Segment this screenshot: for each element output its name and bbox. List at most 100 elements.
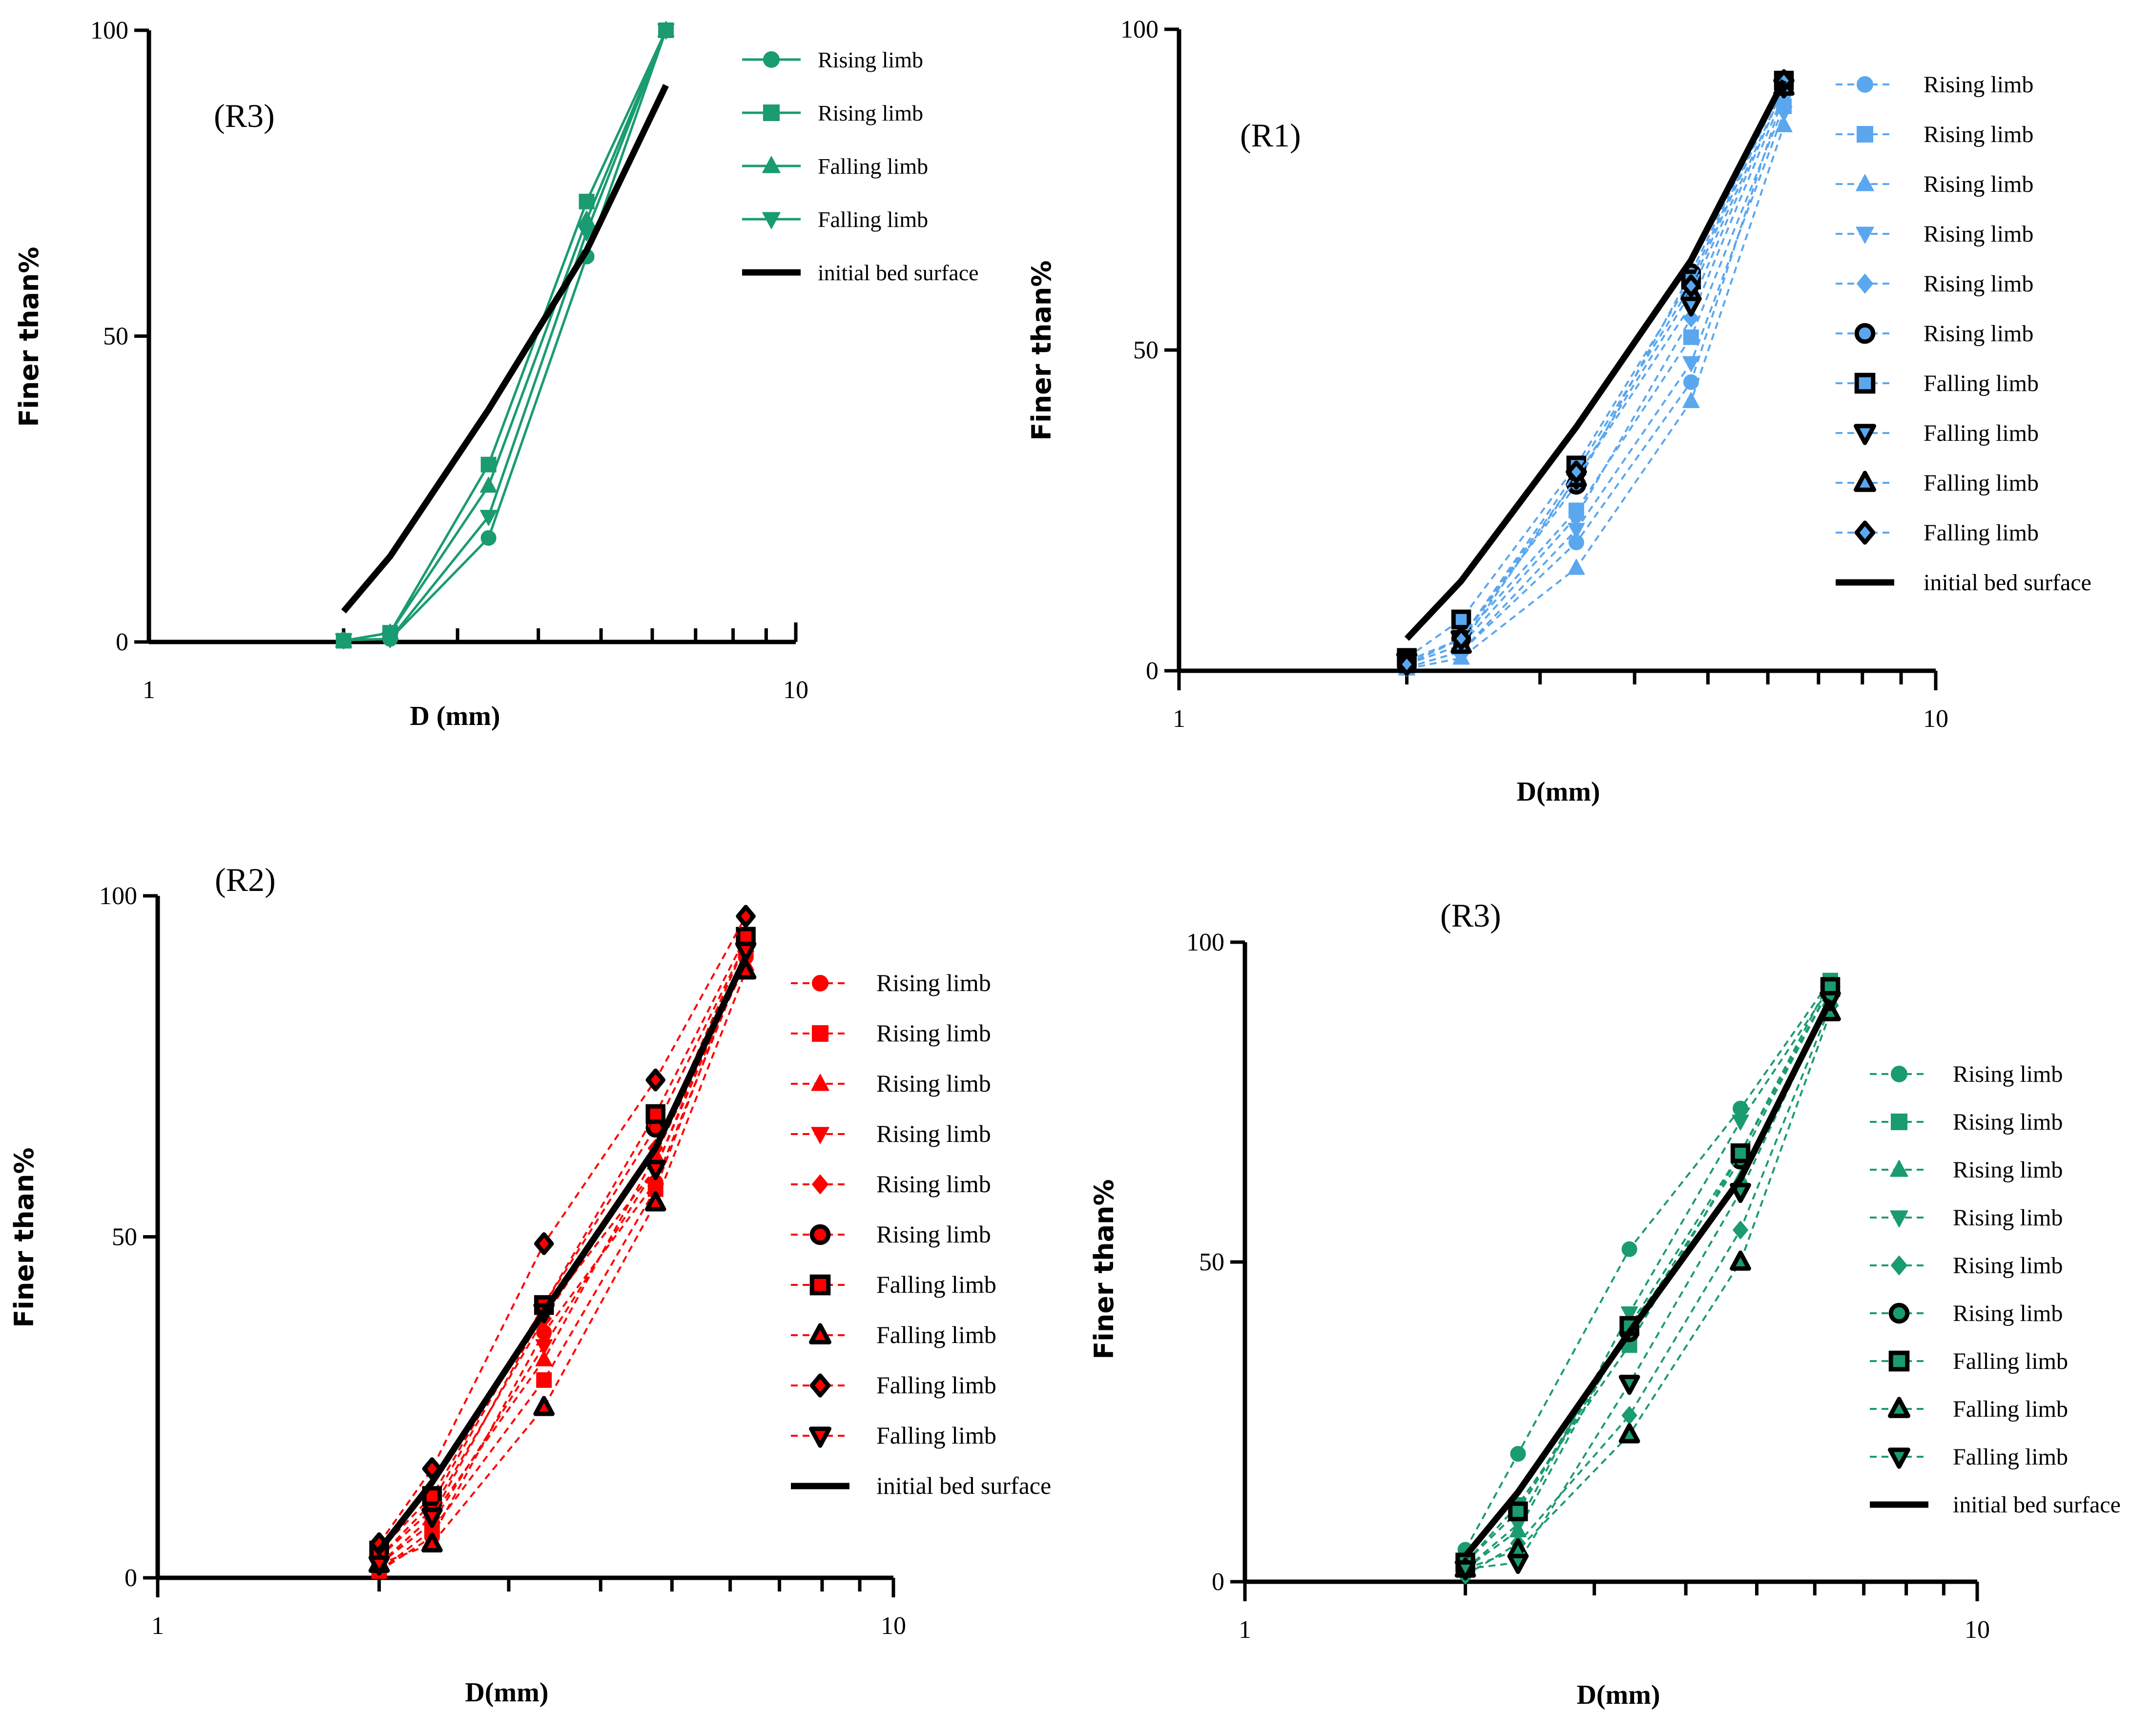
legend-marker <box>1891 1066 1907 1082</box>
legend-label: Falling limb <box>876 1371 996 1399</box>
legend-label: initial bed surface <box>876 1472 1051 1499</box>
series-3 <box>335 23 675 650</box>
data-point <box>1683 309 1699 328</box>
data-point <box>368 1555 390 1576</box>
legend-marker <box>1891 1114 1907 1130</box>
legend-marker <box>812 975 828 992</box>
legend-marker <box>1857 76 1873 93</box>
series-7 <box>1454 1001 1841 1578</box>
x-tick-label: 10 <box>783 676 808 704</box>
y-axis-title: Finer than% <box>1026 260 1057 440</box>
legend-marker <box>1857 126 1873 143</box>
series-6 <box>1397 70 1794 668</box>
legend-label: Falling limb <box>1924 371 2039 396</box>
data-point <box>645 1104 666 1124</box>
data-point <box>1510 1446 1526 1462</box>
legend-label: Falling limb <box>818 207 928 232</box>
panel-title: (R3) <box>214 97 275 134</box>
legend-label: Falling limb <box>876 1321 996 1348</box>
legend-marker <box>1891 1255 1907 1276</box>
legend-marker <box>762 156 781 173</box>
data-point <box>1681 274 1701 297</box>
x-axis-title: D(mm) <box>1576 1680 1660 1710</box>
legend-label: Falling limb <box>876 1422 996 1449</box>
legend-label: Rising limb <box>1953 1157 2063 1183</box>
series-line <box>1465 980 1831 1564</box>
series-8 <box>369 905 756 1555</box>
legend-label: Rising limb <box>876 969 991 996</box>
y-tick-label: 100 <box>99 882 137 910</box>
panel-r3-top: 0 50 100 1 10 (R3) D (mm) Finer than% Rising lim… <box>14 17 979 731</box>
legend-marker <box>1888 1447 1910 1469</box>
data-point <box>1621 1241 1637 1257</box>
series-0 <box>335 22 674 648</box>
legend-label: Rising limb <box>818 101 923 125</box>
legend-marker <box>809 1274 831 1296</box>
series-6 <box>1455 977 1841 1572</box>
panel-title: (R3) <box>1440 897 1501 934</box>
legend-marker <box>812 1025 828 1042</box>
data-point <box>421 1532 443 1553</box>
series-7 <box>368 959 757 1573</box>
legend: Rising limb Rising limb Rising limb Rising … <box>791 969 1051 1499</box>
data-point <box>736 905 756 928</box>
legend-marker <box>809 1426 831 1448</box>
data-point <box>1621 1306 1638 1323</box>
data-point <box>1683 374 1699 390</box>
data-point <box>533 1396 555 1416</box>
legend-label: Rising limb <box>1924 221 2033 247</box>
legend-marker <box>809 1373 831 1398</box>
legend-label: initial bed surface <box>1953 1492 2121 1518</box>
data-point <box>1732 1115 1749 1131</box>
data-point <box>1682 392 1700 408</box>
data-point <box>1618 1375 1640 1395</box>
data-point <box>1568 507 1584 526</box>
data-point <box>381 632 399 648</box>
data-point <box>1451 609 1471 630</box>
data-point <box>1683 329 1699 345</box>
panel-r1: 0 50 100 1 10 (R1) D(mm) Finer than% Rising limb… <box>1026 16 2091 807</box>
x-tick-label: 10 <box>881 1612 906 1640</box>
data-point <box>535 1339 553 1356</box>
legend-label: initial bed surface <box>1924 570 2091 596</box>
legend-label: Rising limb <box>1953 1109 2063 1135</box>
x-tick-label: 10 <box>1923 705 1948 733</box>
x-tick-label: 1 <box>1173 705 1185 733</box>
x-tick-label: 1 <box>151 1612 164 1640</box>
y-tick-label: 0 <box>124 1564 137 1592</box>
series-2 <box>371 954 755 1571</box>
y-tick-label: 50 <box>1199 1248 1224 1276</box>
legend-label: Rising limb <box>1924 321 2033 347</box>
legend-label: Falling limb <box>1924 520 2039 546</box>
legend-label: Falling limb <box>1953 1444 2068 1470</box>
series-line <box>378 936 747 1551</box>
data-point <box>1618 1423 1640 1444</box>
legend-label: initial bed surface <box>818 260 979 285</box>
series-3 <box>1457 980 1839 1578</box>
data-point <box>1682 356 1700 372</box>
legend-label: Rising limb <box>1924 171 2033 197</box>
legend-label: Rising limb <box>876 1170 991 1198</box>
legend-label: Rising limb <box>876 1120 991 1147</box>
legend-label: Falling limb <box>1924 470 2039 496</box>
legend-marker <box>811 1127 829 1144</box>
legend-label: Rising limb <box>1924 122 2033 147</box>
legend-label: Rising limb <box>1924 72 2033 98</box>
y-tick-label: 100 <box>1186 929 1224 956</box>
series-line <box>378 970 747 1565</box>
legend-label: Falling limb <box>1953 1348 2068 1374</box>
data-point <box>421 1508 443 1528</box>
y-axis-title: Finer than% <box>9 1147 40 1327</box>
legend-label: Rising limb <box>1953 1301 2063 1326</box>
legend-marker <box>1888 1302 1910 1324</box>
y-tick-label: 0 <box>1212 1568 1224 1596</box>
y-tick-label: 0 <box>1146 657 1159 685</box>
legend-label: Falling limb <box>818 154 928 179</box>
legend-label: Rising limb <box>1953 1205 2063 1231</box>
data-point <box>1507 1553 1529 1574</box>
series-line <box>1463 998 1833 1558</box>
series-line <box>1465 999 1831 1570</box>
legend-label: Rising limb <box>876 1019 991 1047</box>
